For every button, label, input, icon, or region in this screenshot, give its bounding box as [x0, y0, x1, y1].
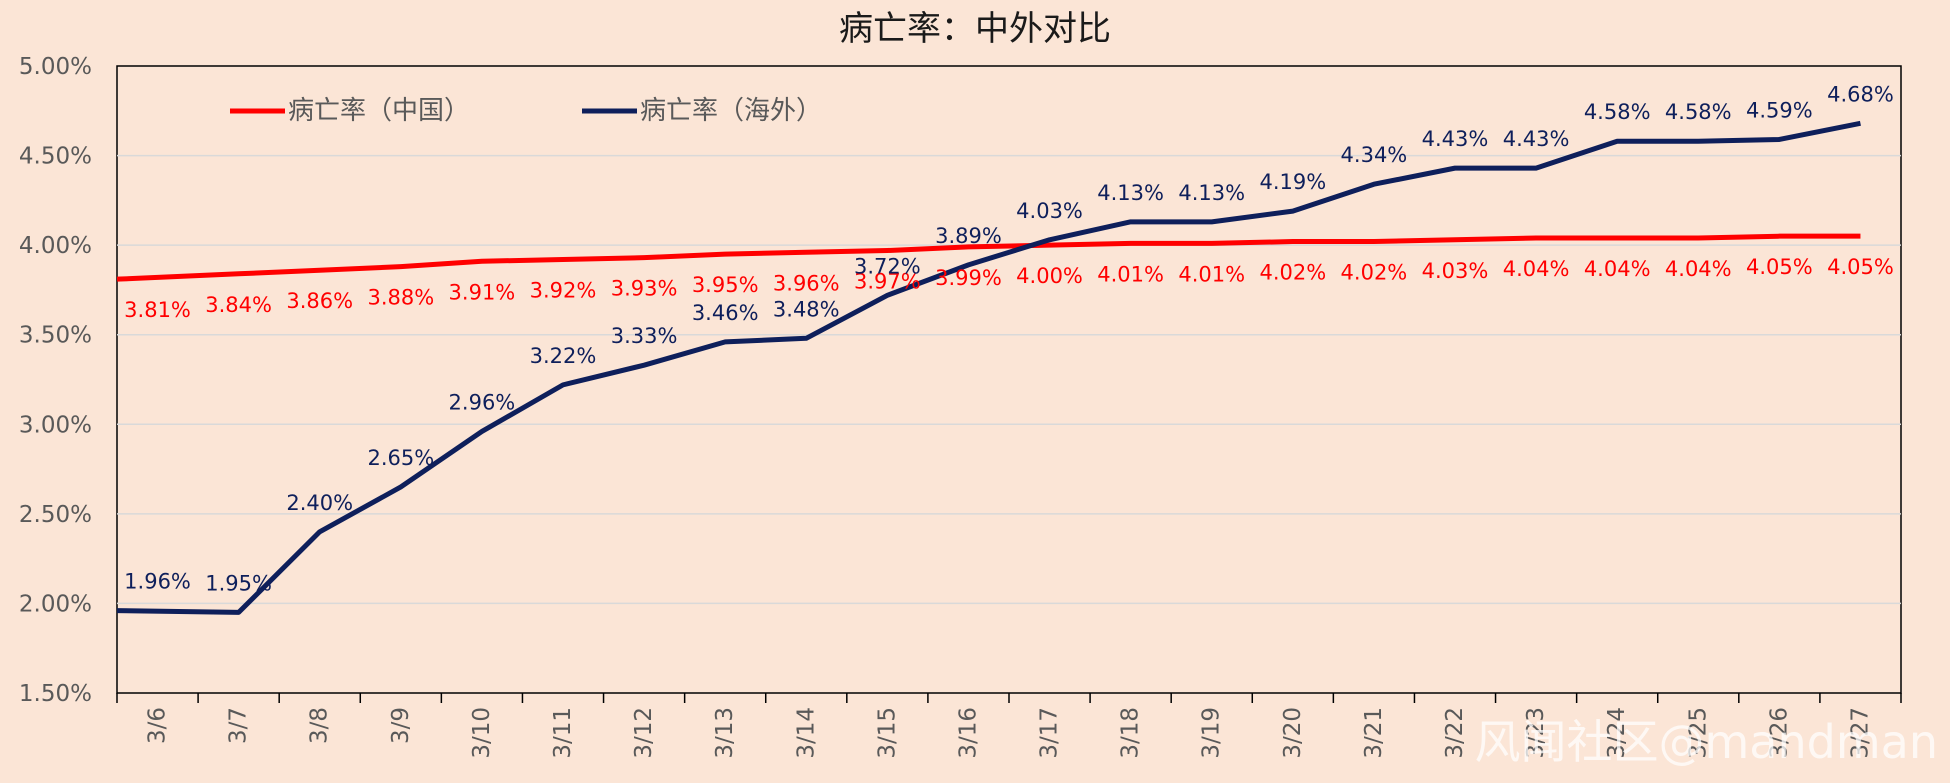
- data-label-china: 3.88%: [367, 286, 434, 310]
- data-label-china: 4.02%: [1341, 261, 1408, 285]
- x-tick-label: 3/7: [226, 707, 252, 744]
- data-label-overseas: 4.13%: [1178, 181, 1245, 205]
- x-tick-label: 3/11: [550, 707, 576, 759]
- y-tick-label: 5.00%: [19, 54, 92, 80]
- data-label-china: 4.04%: [1584, 257, 1651, 281]
- x-tick-label: 3/10: [469, 707, 495, 759]
- plot-area: [116, 65, 1902, 694]
- y-tick-label: 4.00%: [19, 233, 92, 259]
- data-label-china: 3.84%: [205, 293, 272, 317]
- x-tick-label: 3/16: [955, 707, 981, 759]
- legend-label-china: 病亡率（中国）: [288, 96, 470, 126]
- x-tick-label: 3/15: [874, 707, 900, 759]
- y-tick-label: 2.50%: [19, 502, 92, 528]
- data-labels: 3.81% 3.84% 3.86% 3.88% 3.91% 3.92% 3.93% 3.95%…: [124, 82, 1894, 595]
- x-tick-label: 3/8: [307, 707, 333, 744]
- y-tick-label: 3.50%: [19, 323, 92, 349]
- x-tick-label: 3/19: [1199, 707, 1225, 759]
- x-axis-ticks: 3/6 3/7 3/8 3/9 3/10 3/11 3/12 3/13 3/14 3/15 3/16…: [116, 693, 1902, 759]
- x-tick-label: 3/13: [712, 707, 738, 759]
- chart-title: 病亡率：中外对比: [839, 9, 1111, 49]
- data-label-overseas: 2.96%: [449, 390, 516, 414]
- x-tick-label: 3/25: [1685, 707, 1711, 759]
- data-label-china: 4.05%: [1746, 255, 1813, 279]
- data-label-overseas: 4.03%: [1016, 199, 1083, 223]
- grid-lines: [117, 154, 1901, 605]
- legend: 病亡率（中国） 病亡率（海外）: [230, 96, 822, 126]
- x-tick-label: 3/24: [1604, 707, 1630, 759]
- data-label-china: 4.03%: [1422, 259, 1489, 283]
- data-label-china: 3.95%: [692, 273, 759, 297]
- series-line-overseas: [116, 120, 1861, 615]
- data-label-overseas: 1.96%: [124, 570, 191, 594]
- watermark: 风闻社区@mandman: [1474, 715, 1938, 769]
- data-label-china: 3.97%: [854, 270, 921, 294]
- data-label-china: 4.01%: [1178, 262, 1245, 286]
- data-label-overseas: 3.33%: [611, 324, 678, 348]
- series-line-china: [116, 233, 1861, 282]
- x-tick-label: 3/22: [1442, 707, 1468, 759]
- x-tick-label: 3/26: [1766, 707, 1792, 759]
- data-label-china: 3.86%: [286, 289, 353, 313]
- x-tick-label: 3/9: [388, 707, 414, 744]
- data-label-overseas: 4.58%: [1584, 100, 1651, 124]
- y-tick-label: 2.00%: [19, 591, 92, 617]
- data-label-overseas: 3.22%: [530, 344, 597, 368]
- x-tick-label: 3/14: [793, 707, 819, 759]
- legend-label-overseas: 病亡率（海外）: [640, 96, 822, 126]
- data-label-china: 3.99%: [935, 266, 1002, 290]
- data-label-china: 3.92%: [530, 278, 597, 302]
- data-label-china: 4.04%: [1503, 257, 1570, 281]
- data-label-china: 3.81%: [124, 298, 191, 322]
- data-label-overseas: 4.59%: [1746, 98, 1813, 122]
- data-label-china: 4.00%: [1016, 264, 1083, 288]
- data-label-china: 3.96%: [773, 271, 840, 295]
- series-lines: [116, 120, 1861, 615]
- y-tick-label: 3.00%: [19, 412, 92, 438]
- x-tick-label: 3/6: [145, 707, 171, 744]
- data-label-overseas: 1.95%: [205, 571, 272, 595]
- data-label-china: 4.02%: [1259, 261, 1326, 285]
- data-label-overseas: 4.13%: [1097, 181, 1164, 205]
- data-label-china: 4.01%: [1097, 262, 1164, 286]
- data-label-overseas: 3.48%: [773, 297, 840, 321]
- data-label-overseas: 4.34%: [1341, 143, 1408, 167]
- data-label-overseas: 2.65%: [367, 446, 434, 470]
- x-tick-label: 3/21: [1361, 707, 1387, 759]
- x-tick-label: 3/18: [1118, 707, 1144, 759]
- data-label-overseas: 4.43%: [1422, 127, 1489, 151]
- data-label-overseas: 4.68%: [1827, 82, 1894, 106]
- data-label-china: 4.04%: [1665, 257, 1732, 281]
- data-label-overseas: 3.89%: [935, 224, 1002, 248]
- x-tick-label: 3/17: [1037, 707, 1063, 759]
- y-tick-label: 1.50%: [19, 681, 92, 707]
- data-label-china: 3.93%: [611, 277, 678, 301]
- data-label-overseas: 3.72%: [854, 254, 921, 278]
- data-label-overseas: 4.19%: [1259, 170, 1326, 194]
- data-label-overseas: 2.40%: [286, 491, 353, 515]
- y-tick-label: 4.50%: [19, 144, 92, 170]
- data-label-overseas: 3.46%: [692, 301, 759, 325]
- x-tick-label: 3/12: [631, 707, 657, 759]
- x-tick-label: 3/20: [1280, 707, 1306, 759]
- data-label-overseas: 4.43%: [1503, 127, 1570, 151]
- x-tick-label: 3/23: [1523, 707, 1549, 759]
- data-label-china: 3.91%: [449, 280, 516, 304]
- data-label-china: 4.05%: [1827, 255, 1894, 279]
- x-tick-label: 3/27: [1847, 707, 1873, 759]
- y-axis-ticks: 1.50% 2.00% 2.50% 3.00% 3.50% 4.00% 4.50% 5.00%: [19, 54, 92, 707]
- data-label-overseas: 4.58%: [1665, 100, 1732, 124]
